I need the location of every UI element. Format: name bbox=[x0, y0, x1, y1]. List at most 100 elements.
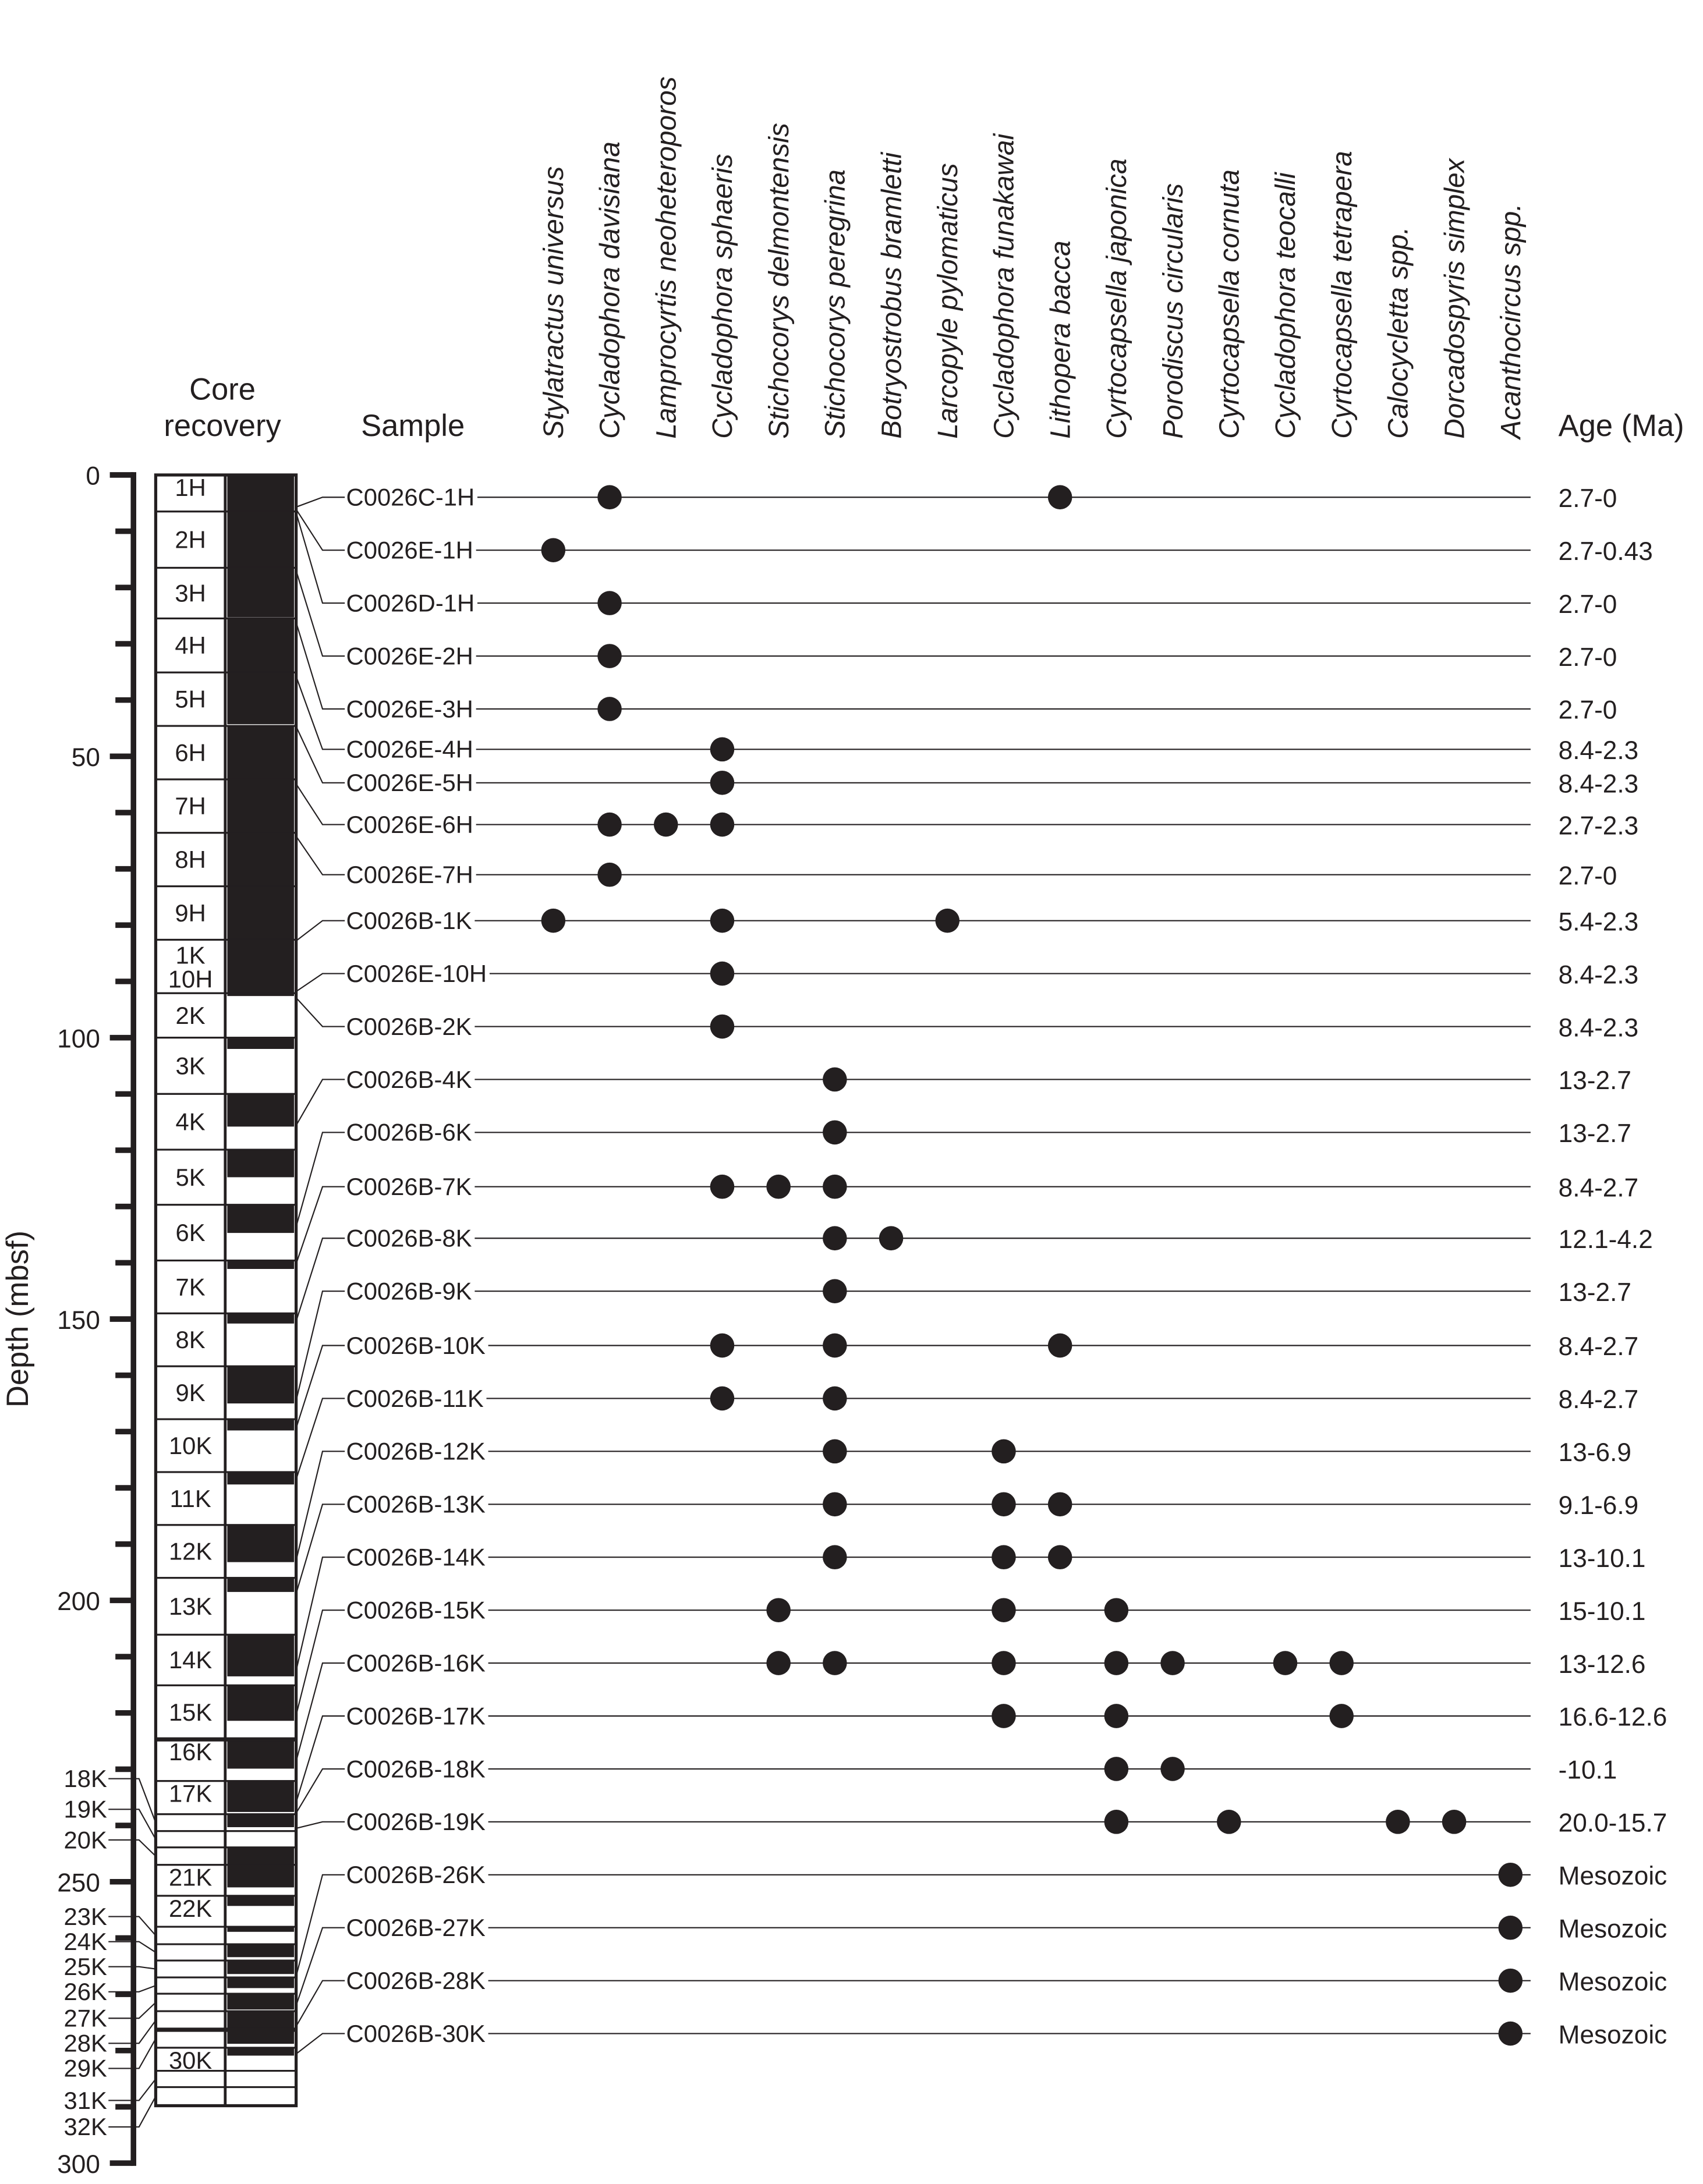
core-label: 7K bbox=[176, 1273, 206, 1300]
sample-label: C0026E-7H bbox=[346, 861, 473, 888]
age-label: 8.4-2.7 bbox=[1559, 1332, 1639, 1361]
sample-row: C0026E-1H 2.7-0.43 bbox=[295, 509, 1653, 566]
sample-label: C0026E-2H bbox=[346, 642, 473, 669]
core-label-leader bbox=[108, 1916, 157, 1936]
recovered-interval bbox=[227, 2047, 295, 2056]
sample-label: C0026B-10K bbox=[346, 1332, 486, 1359]
tick-label: 150 bbox=[57, 1306, 100, 1335]
core-box bbox=[154, 2070, 226, 2089]
core-box bbox=[154, 671, 226, 727]
recovered-interval bbox=[227, 779, 295, 833]
species-label: Stichocorys delmontensis bbox=[764, 123, 795, 439]
sample-label: C0026B-2K bbox=[346, 1013, 472, 1040]
sample-label: C0026E-6H bbox=[346, 811, 473, 838]
core-box bbox=[154, 1813, 226, 1832]
sample-label: C0026B-27K bbox=[346, 1914, 486, 1941]
core-label-leader bbox=[108, 2038, 157, 2069]
sample-row: C0026B-30K Mesozoic bbox=[295, 2020, 1667, 2055]
occurrence-dot bbox=[1047, 1333, 1072, 1358]
sample-leader-line bbox=[295, 1557, 345, 1671]
recovery-box bbox=[224, 2086, 298, 2107]
recovered-interval bbox=[227, 1419, 295, 1431]
sample-leader-line bbox=[295, 783, 345, 825]
occurrence-dot bbox=[710, 908, 735, 933]
core-box bbox=[154, 566, 226, 620]
sample-label: C0026B-9K bbox=[346, 1277, 472, 1304]
recovered-interval bbox=[227, 1260, 295, 1269]
occurrence-dot bbox=[1104, 1598, 1129, 1622]
age-label: 2.7-0 bbox=[1559, 696, 1617, 725]
sample-label: C0026B-30K bbox=[346, 2020, 486, 2047]
sample-leader-line bbox=[295, 1662, 345, 1762]
sample-row: C0026E-2H 2.7-0 bbox=[295, 570, 1617, 672]
recovered-interval bbox=[227, 1150, 295, 1178]
core-box bbox=[154, 2010, 226, 2031]
sample-leader-line bbox=[295, 1609, 345, 1715]
occurrence-dot bbox=[823, 1651, 847, 1675]
occurrence-dot bbox=[1217, 1810, 1241, 1834]
sample-row: C0026C-1H 2.7-0 bbox=[296, 484, 1617, 513]
tick-label: 0 bbox=[86, 462, 100, 491]
age-label: 8.4-2.3 bbox=[1559, 1013, 1639, 1042]
recovered-interval bbox=[227, 1814, 295, 1827]
core-label: 5H bbox=[175, 686, 206, 713]
age-label: Mesozoic bbox=[1559, 2020, 1667, 2049]
sample-row: C0026B-12K 13-6.9 bbox=[295, 1438, 1631, 1561]
core-label-leader bbox=[108, 1839, 157, 1857]
age-label: 2.7-0 bbox=[1559, 590, 1617, 619]
recovered-interval bbox=[227, 1313, 295, 1324]
core-label: 14K bbox=[169, 1646, 212, 1674]
sample-row: C0026D-1H 2.7-0 bbox=[295, 512, 1617, 619]
sample-row: C0026B-26K Mesozoic bbox=[295, 1861, 1667, 1977]
sample-leader-line bbox=[295, 1345, 345, 1428]
depth-axis-title: Depth (mbsf) bbox=[1, 1231, 35, 1407]
core-label: 3K bbox=[176, 1052, 206, 1079]
core-label: 8K bbox=[176, 1326, 206, 1353]
occurrence-dot bbox=[823, 1279, 847, 1303]
core-label: 32K bbox=[63, 2113, 107, 2140]
recovered-interval bbox=[227, 1960, 295, 1974]
species-label: Acanthocircus spp. bbox=[1496, 203, 1527, 440]
core-label-leader bbox=[108, 1941, 157, 1953]
core-box bbox=[154, 1259, 226, 1314]
occurrence-dot bbox=[710, 770, 735, 795]
occurrence-dot bbox=[1442, 1810, 1467, 1834]
recovered-interval bbox=[227, 1864, 295, 1888]
recovered-interval bbox=[227, 1781, 295, 1812]
occurrence-dot bbox=[823, 1333, 847, 1358]
species-label: Cyrtocapsella japonica bbox=[1102, 158, 1132, 438]
recovered-interval bbox=[227, 1524, 295, 1562]
recovered-interval bbox=[227, 1204, 295, 1233]
occurrence-dot bbox=[597, 697, 622, 721]
age-label: 20.0-15.7 bbox=[1559, 1809, 1667, 1838]
occurrence-dot bbox=[823, 1067, 847, 1092]
sample-header: Sample bbox=[361, 409, 465, 443]
recovered-interval bbox=[227, 832, 295, 887]
species-label: Cycladophora davisiana bbox=[595, 141, 626, 439]
core-label: 16K bbox=[169, 1738, 212, 1765]
age-label: 13-2.7 bbox=[1559, 1278, 1631, 1307]
core-label: 12K bbox=[169, 1538, 212, 1565]
recovered-interval bbox=[227, 2011, 295, 2030]
core-box bbox=[154, 1976, 226, 1995]
occurrence-dot bbox=[823, 1120, 847, 1145]
core-label: 22K bbox=[169, 1895, 212, 1922]
age-label: 9.1-6.9 bbox=[1559, 1491, 1639, 1520]
species-label: Calocycletta spp. bbox=[1383, 226, 1414, 438]
species-label: Cyrtocapsella tetrapera bbox=[1327, 151, 1358, 439]
occurrence-dot bbox=[1498, 1968, 1523, 1993]
recovered-interval bbox=[227, 2029, 295, 2044]
occurrence-dot bbox=[710, 1333, 735, 1358]
sample-row: C0026E-7H 2.7-0 bbox=[295, 835, 1617, 890]
occurrence-dot bbox=[1386, 1810, 1410, 1834]
tick-label: 300 bbox=[57, 2150, 100, 2179]
occurrence-dot bbox=[1104, 1704, 1129, 1728]
core-label: 4H bbox=[175, 632, 206, 659]
core-label: 2K bbox=[176, 1002, 206, 1029]
age-label: 2.7-0 bbox=[1559, 643, 1617, 672]
sample-row: C0026E-5H 8.4-2.3 bbox=[295, 726, 1638, 799]
age-label: 5.4-2.3 bbox=[1559, 907, 1639, 936]
sample-leader-line bbox=[295, 676, 345, 750]
occurrence-dot bbox=[992, 1651, 1016, 1675]
species-label: Cyrtocapsella cornuta bbox=[1215, 169, 1245, 439]
